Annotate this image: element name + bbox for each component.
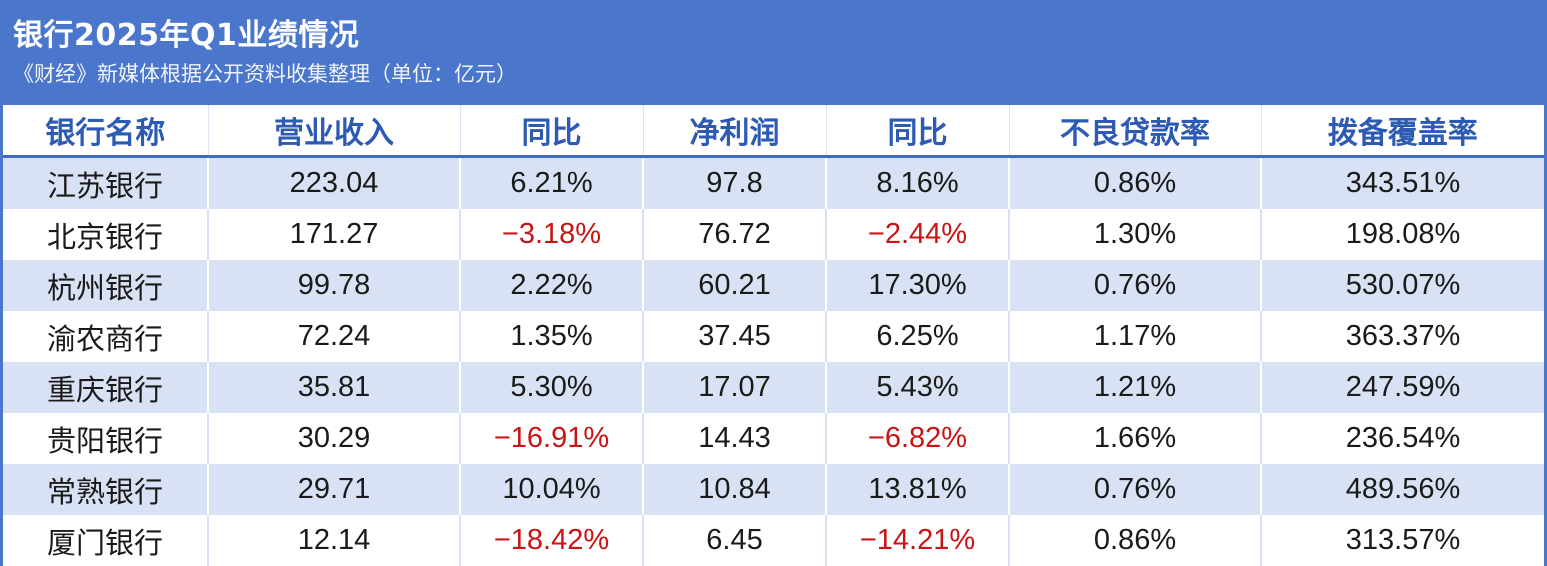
column-header-profit-yoy: 同比 — [826, 105, 1010, 158]
net-profit-cell: 14.43 — [643, 413, 827, 464]
coverage-ratio-cell: 198.08% — [1261, 209, 1544, 260]
profit-yoy-cell: 13.81% — [826, 464, 1010, 515]
revenue-yoy-cell: 10.04% — [460, 464, 644, 515]
revenue-cell: 35.81 — [208, 362, 461, 413]
net-profit-cell: 76.72 — [643, 209, 827, 260]
table-subtitle: 《财经》新媒体根据公开资料收集整理（单位：亿元） — [13, 62, 517, 86]
revenue-yoy-cell: 6.21% — [460, 156, 644, 209]
table-title: 银行2025年Q1业绩情况 — [13, 18, 360, 53]
revenue-yoy-cell: −16.91% — [460, 413, 644, 464]
table-header-banner: 银行2025年Q1业绩情况 《财经》新媒体根据公开资料收集整理（单位：亿元） — [3, 0, 1544, 105]
profit-yoy-cell: 17.30% — [826, 260, 1010, 311]
revenue-yoy-cell: 2.22% — [460, 260, 644, 311]
table-row: 江苏银行 223.04 6.21% 97.8 8.16% 0.86% 343.51% — [3, 156, 1544, 209]
revenue-cell: 171.27 — [208, 209, 461, 260]
npl-ratio-cell: 1.21% — [1009, 362, 1262, 413]
revenue-cell: 223.04 — [208, 156, 461, 209]
npl-ratio-cell: 1.66% — [1009, 413, 1262, 464]
net-profit-cell: 37.45 — [643, 311, 827, 362]
coverage-ratio-cell: 247.59% — [1261, 362, 1544, 413]
net-profit-cell: 97.8 — [643, 156, 827, 209]
column-header-npl-ratio: 不良贷款率 — [1009, 105, 1262, 158]
coverage-ratio-cell: 236.54% — [1261, 413, 1544, 464]
revenue-yoy-cell: 5.30% — [460, 362, 644, 413]
coverage-ratio-cell: 489.56% — [1261, 464, 1544, 515]
column-header-coverage-ratio: 拨备覆盖率 — [1261, 105, 1544, 158]
net-profit-cell: 10.84 — [643, 464, 827, 515]
profit-yoy-cell: −14.21% — [826, 515, 1010, 566]
revenue-cell: 30.29 — [208, 413, 461, 464]
revenue-yoy-cell: −3.18% — [460, 209, 644, 260]
profit-yoy-cell: −2.44% — [826, 209, 1010, 260]
revenue-cell: 29.71 — [208, 464, 461, 515]
npl-ratio-cell: 0.86% — [1009, 515, 1262, 566]
table-row: 渝农商行 72.24 1.35% 37.45 6.25% 1.17% 363.37% — [3, 311, 1544, 362]
bank-name-cell: 江苏银行 — [3, 156, 209, 209]
table-row: 贵阳银行 30.29 −16.91% 14.43 −6.82% 1.66% 236.54% — [3, 413, 1544, 464]
revenue-cell: 12.14 — [208, 515, 461, 566]
bank-name-cell: 常熟银行 — [3, 464, 209, 515]
npl-ratio-cell: 1.30% — [1009, 209, 1262, 260]
table-row: 北京银行 171.27 −3.18% 76.72 −2.44% 1.30% 198.08% — [3, 209, 1544, 260]
bank-results-table: 银行名称 营业收入 同比 净利润 同比 不良贷款率 拨备覆盖率 江苏银行 223.… — [3, 105, 1544, 566]
npl-ratio-cell: 0.86% — [1009, 156, 1262, 209]
bank-name-cell: 重庆银行 — [3, 362, 209, 413]
table-row: 常熟银行 29.71 10.04% 10.84 13.81% 0.76% 489.56% — [3, 464, 1544, 515]
table-row: 重庆银行 35.81 5.30% 17.07 5.43% 1.21% 247.59% — [3, 362, 1544, 413]
npl-ratio-cell: 1.17% — [1009, 311, 1262, 362]
net-profit-cell: 6.45 — [643, 515, 827, 566]
npl-ratio-cell: 0.76% — [1009, 464, 1262, 515]
bank-name-cell: 北京银行 — [3, 209, 209, 260]
table-body: 江苏银行 223.04 6.21% 97.8 8.16% 0.86% 343.51% 北京银行… — [3, 156, 1544, 566]
profit-yoy-cell: 8.16% — [826, 156, 1010, 209]
table-row: 厦门银行 12.14 −18.42% 6.45 −14.21% 0.86% 313.57% — [3, 515, 1544, 566]
column-header-bank-name: 银行名称 — [3, 105, 209, 158]
revenue-yoy-cell: 1.35% — [460, 311, 644, 362]
npl-ratio-cell: 0.76% — [1009, 260, 1262, 311]
revenue-cell: 72.24 — [208, 311, 461, 362]
bank-name-cell: 杭州银行 — [3, 260, 209, 311]
profit-yoy-cell: 6.25% — [826, 311, 1010, 362]
net-profit-cell: 60.21 — [643, 260, 827, 311]
coverage-ratio-cell: 363.37% — [1261, 311, 1544, 362]
revenue-cell: 99.78 — [208, 260, 461, 311]
column-header-revenue: 营业收入 — [208, 105, 461, 158]
net-profit-cell: 17.07 — [643, 362, 827, 413]
column-header-net-profit: 净利润 — [643, 105, 827, 158]
table-row: 杭州银行 99.78 2.22% 60.21 17.30% 0.76% 530.07% — [3, 260, 1544, 311]
profit-yoy-cell: −6.82% — [826, 413, 1010, 464]
profit-yoy-cell: 5.43% — [826, 362, 1010, 413]
bank-name-cell: 厦门银行 — [3, 515, 209, 566]
column-header-row: 银行名称 营业收入 同比 净利润 同比 不良贷款率 拨备覆盖率 — [3, 105, 1544, 158]
column-header-revenue-yoy: 同比 — [460, 105, 644, 158]
bank-name-cell: 渝农商行 — [3, 311, 209, 362]
bank-name-cell: 贵阳银行 — [3, 413, 209, 464]
coverage-ratio-cell: 343.51% — [1261, 156, 1544, 209]
revenue-yoy-cell: −18.42% — [460, 515, 644, 566]
coverage-ratio-cell: 530.07% — [1261, 260, 1544, 311]
coverage-ratio-cell: 313.57% — [1261, 515, 1544, 566]
